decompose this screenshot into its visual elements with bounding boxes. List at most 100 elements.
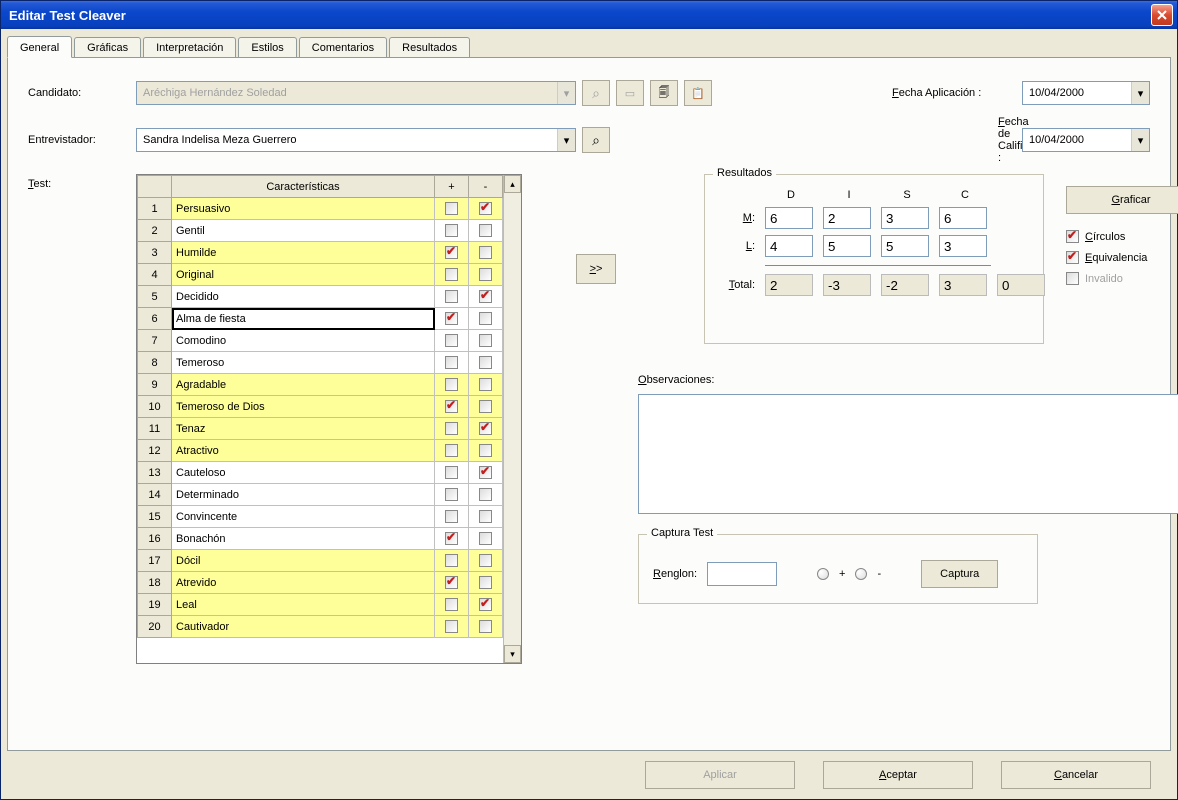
caracteristica-cell[interactable]: Comodino — [172, 330, 435, 352]
row-number[interactable]: 15 — [138, 506, 172, 528]
checkbox-icon[interactable] — [479, 400, 492, 413]
caracteristica-cell[interactable]: Dócil — [172, 550, 435, 572]
row-number[interactable]: 12 — [138, 440, 172, 462]
checkbox-icon[interactable] — [479, 466, 492, 479]
circulos-checkbox-row[interactable]: Círculos — [1066, 230, 1178, 243]
checkbox-icon[interactable] — [445, 202, 458, 215]
caracteristica-cell[interactable]: Persuasivo — [172, 198, 435, 220]
radio-minus[interactable] — [855, 568, 867, 580]
scroll-up-button[interactable]: ▴ — [504, 175, 521, 193]
checkbox-icon[interactable] — [1066, 251, 1079, 264]
table-row[interactable]: 9Agradable — [138, 374, 503, 396]
minus-cell[interactable] — [469, 550, 503, 572]
minus-cell[interactable] — [469, 528, 503, 550]
caracteristica-cell[interactable]: Alma de fiesta — [172, 308, 435, 330]
plus-cell[interactable] — [435, 462, 469, 484]
caracteristica-cell[interactable]: Bonachón — [172, 528, 435, 550]
checkbox-icon[interactable] — [479, 202, 492, 215]
checkbox-icon[interactable] — [479, 510, 492, 523]
plus-cell[interactable] — [435, 242, 469, 264]
minus-cell[interactable] — [469, 286, 503, 308]
plus-cell[interactable] — [435, 330, 469, 352]
checkbox-icon[interactable] — [479, 356, 492, 369]
minus-cell[interactable] — [469, 572, 503, 594]
table-row[interactable]: 13Cauteloso — [138, 462, 503, 484]
plus-cell[interactable] — [435, 550, 469, 572]
checkbox-icon[interactable] — [445, 422, 458, 435]
plus-cell[interactable] — [435, 374, 469, 396]
minus-cell[interactable] — [469, 594, 503, 616]
tab-interpretacion[interactable]: Interpretación — [143, 37, 236, 57]
l-d-input[interactable] — [765, 235, 813, 257]
plus-cell[interactable] — [435, 220, 469, 242]
checkbox-icon[interactable] — [445, 224, 458, 237]
table-row[interactable]: 17Dócil — [138, 550, 503, 572]
checkbox-icon[interactable] — [479, 598, 492, 611]
tab-general[interactable]: General — [7, 36, 72, 58]
caracteristica-cell[interactable]: Original — [172, 264, 435, 286]
caracteristica-cell[interactable]: Determinado — [172, 484, 435, 506]
checkbox-icon[interactable] — [479, 378, 492, 391]
caracteristica-cell[interactable]: Atractivo — [172, 440, 435, 462]
row-number[interactable]: 16 — [138, 528, 172, 550]
caracteristica-cell[interactable]: Atrevido — [172, 572, 435, 594]
plus-cell[interactable] — [435, 484, 469, 506]
caracteristica-cell[interactable]: Temeroso de Dios — [172, 396, 435, 418]
checkbox-icon[interactable] — [445, 620, 458, 633]
table-row[interactable]: 15Convincente — [138, 506, 503, 528]
checkbox-icon[interactable] — [445, 466, 458, 479]
row-number[interactable]: 18 — [138, 572, 172, 594]
plus-cell[interactable] — [435, 616, 469, 638]
chevron-down-icon[interactable]: ▾ — [557, 129, 575, 151]
plus-cell[interactable] — [435, 264, 469, 286]
chevron-down-icon[interactable]: ▾ — [1131, 82, 1149, 104]
checkbox-icon[interactable] — [445, 488, 458, 501]
checkbox-icon[interactable] — [479, 422, 492, 435]
plus-cell[interactable] — [435, 198, 469, 220]
table-row[interactable]: 16Bonachón — [138, 528, 503, 550]
radio-plus[interactable] — [817, 568, 829, 580]
checkbox-icon[interactable] — [445, 268, 458, 281]
transfer-button[interactable]: >> — [576, 254, 616, 284]
minus-cell[interactable] — [469, 506, 503, 528]
table-row[interactable]: 20Cautivador — [138, 616, 503, 638]
m-d-input[interactable] — [765, 207, 813, 229]
renglon-input[interactable] — [707, 562, 777, 586]
checkbox-icon[interactable] — [479, 290, 492, 303]
scroll-down-button[interactable]: ▾ — [504, 645, 521, 663]
table-row[interactable]: 14Determinado — [138, 484, 503, 506]
aceptar-button[interactable]: Aceptar — [823, 761, 973, 789]
plus-cell[interactable] — [435, 396, 469, 418]
plus-cell[interactable] — [435, 440, 469, 462]
checkbox-icon[interactable] — [445, 554, 458, 567]
plus-cell[interactable] — [435, 528, 469, 550]
minus-cell[interactable] — [469, 264, 503, 286]
tab-estilos[interactable]: Estilos — [238, 37, 296, 57]
caracteristica-cell[interactable]: Humilde — [172, 242, 435, 264]
table-row[interactable]: 12Atractivo — [138, 440, 503, 462]
equivalencia-checkbox-row[interactable]: Equivalencia — [1066, 251, 1178, 264]
fecha-aplicacion-picker[interactable]: 10/04/2000 ▾ — [1022, 81, 1150, 105]
minus-cell[interactable] — [469, 396, 503, 418]
checkbox-icon[interactable] — [479, 268, 492, 281]
table-row[interactable]: 11Tenaz — [138, 418, 503, 440]
entrevistador-combo[interactable]: Sandra Indelisa Meza Guerrero ▾ — [136, 128, 576, 152]
plus-cell[interactable] — [435, 506, 469, 528]
caracteristica-cell[interactable]: Cautivador — [172, 616, 435, 638]
col-caracteristicas[interactable]: Características — [172, 176, 435, 198]
chevron-down-icon[interactable]: ▾ — [1131, 129, 1149, 151]
checkbox-icon[interactable] — [445, 510, 458, 523]
row-number[interactable]: 14 — [138, 484, 172, 506]
caracteristica-cell[interactable]: Convincente — [172, 506, 435, 528]
checkbox-icon[interactable] — [479, 224, 492, 237]
row-number[interactable]: 5 — [138, 286, 172, 308]
m-c-input[interactable] — [939, 207, 987, 229]
plus-cell[interactable] — [435, 308, 469, 330]
fecha-calificacion-picker[interactable]: 10/04/2000 ▾ — [1022, 128, 1150, 152]
plus-cell[interactable] — [435, 286, 469, 308]
tab-resultados[interactable]: Resultados — [389, 37, 470, 57]
plus-cell[interactable] — [435, 594, 469, 616]
captura-button[interactable]: Captura — [921, 560, 998, 588]
minus-cell[interactable] — [469, 440, 503, 462]
minus-cell[interactable] — [469, 484, 503, 506]
